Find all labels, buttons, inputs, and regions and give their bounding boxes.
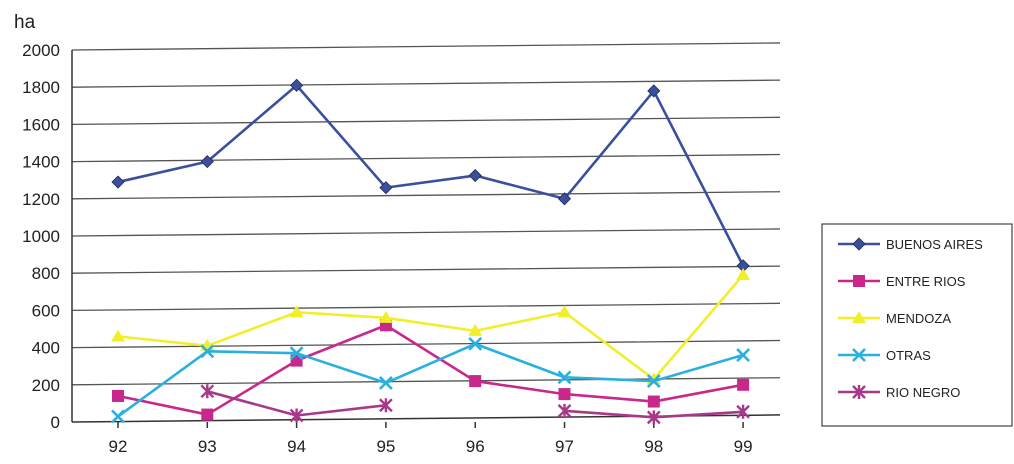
data-point-buenos-aires [379,181,393,195]
grid-line [71,191,781,200]
grid-line [71,153,781,163]
legend-label: BUENOS AIRES [886,237,983,252]
legend-swatch-marker [852,237,866,251]
legend-item-buenos-aires: BUENOS AIRES [838,237,983,252]
data-point-buenos-aires [557,192,572,206]
data-point-buenos-aires [647,84,661,98]
grid-line [71,265,781,274]
grid-line [71,228,781,237]
series-entre-rios [112,319,750,421]
series-group [111,78,751,425]
x-tick-label: 94 [287,437,306,456]
data-point-otras [736,348,751,362]
x-tick-label: 95 [376,437,395,456]
x-axis-ticks: 92 93 94 95 96 97 98 99 [109,422,753,456]
y-axis-ticks: 0 200 400 600 800 1000 1200 1400 1600 1800 2000 [22,41,60,432]
data-point-mendoza [111,329,125,342]
grid-line [71,79,781,88]
data-point-entre-rios [112,389,124,402]
data-point-otras [378,376,393,390]
data-point-mendoza [736,268,751,281]
y-tick-label: 1200 [22,190,60,209]
x-tick-label: 92 [109,437,128,456]
data-point-otras [468,336,483,351]
legend-label: ENTRE RIOS [886,274,966,289]
legend-label: RIO NEGRO [886,385,960,400]
legend-swatch-marker [852,385,866,399]
legend-swatch-marker [852,311,866,323]
grid-line [71,116,781,126]
data-point-buenos-aires [200,155,214,169]
grid-line [71,339,781,349]
series-line-rio-negro [206,390,744,419]
data-point-entre-rios [647,395,660,408]
legend-label: MENDOZA [886,311,951,326]
y-tick-label: 1000 [22,227,60,246]
data-point-rio-negro [736,404,750,419]
y-tick-label: 0 [51,413,60,432]
x-tick-label: 93 [198,437,217,456]
y-tick-label: 2000 [22,41,60,60]
x-tick-label: 96 [466,437,485,456]
grid-line [71,42,781,51]
y-axis-unit-label: ha [14,12,36,33]
legend-swatch-marker [853,275,865,287]
legend-item-mendoza: MENDOZA [838,311,951,326]
series-rio-negro [200,384,750,425]
legend: BUENOS AIRES ENTRE RIOS MENDOZA OTRAS RIO NE… [821,223,1013,427]
data-point-mendoza [557,305,572,318]
y-tick-label: 600 [32,301,60,320]
data-point-rio-negro [379,398,393,413]
grid-line [71,377,781,386]
data-point-otras [557,370,572,385]
y-tick-label: 800 [32,264,60,283]
y-tick-label: 400 [32,339,60,358]
grid-lines [71,42,781,423]
legend-item-otras: OTRAS [838,348,931,363]
data-point-rio-negro [200,384,215,399]
data-point-mendoza [289,305,304,318]
data-point-otras [111,409,125,424]
series-mendoza [111,268,751,385]
data-point-buenos-aires [111,175,125,189]
series-line-mendoza [117,274,745,381]
legend-item-rio-negro: RIO NEGRO [838,385,960,400]
data-point-entre-rios [469,375,482,388]
data-point-otras [289,346,304,361]
data-point-entre-rios [558,388,571,401]
legend-item-entre-rios: ENTRE RIOS [838,274,966,289]
data-point-mendoza [468,323,483,336]
x-tick-label: 97 [555,437,574,456]
legend-label: OTRAS [886,348,931,363]
series-line-otras [117,342,744,418]
y-tick-label: 200 [32,376,60,395]
data-point-entre-rios [201,408,214,421]
data-point-rio-negro [646,410,661,425]
series-line-entre-rios [117,323,744,416]
series-otras [111,336,751,424]
x-tick-label: 98 [644,437,663,456]
grid-line [71,302,781,312]
series-buenos-aires [111,78,750,273]
x-tick-label: 99 [734,437,753,456]
y-tick-label: 1800 [22,78,60,97]
y-tick-label: 1600 [22,115,60,134]
data-point-rio-negro [557,403,572,418]
y-tick-label: 1400 [22,153,60,172]
data-point-entre-rios [737,378,750,391]
data-point-buenos-aires [290,78,304,92]
data-point-otras [200,344,215,359]
data-point-buenos-aires [468,168,482,183]
data-point-otras [646,374,661,388]
legend-swatch-marker [852,348,866,362]
data-point-rio-negro [289,408,304,423]
series-line-buenos-aires [117,84,745,267]
data-point-mendoza [378,310,393,323]
